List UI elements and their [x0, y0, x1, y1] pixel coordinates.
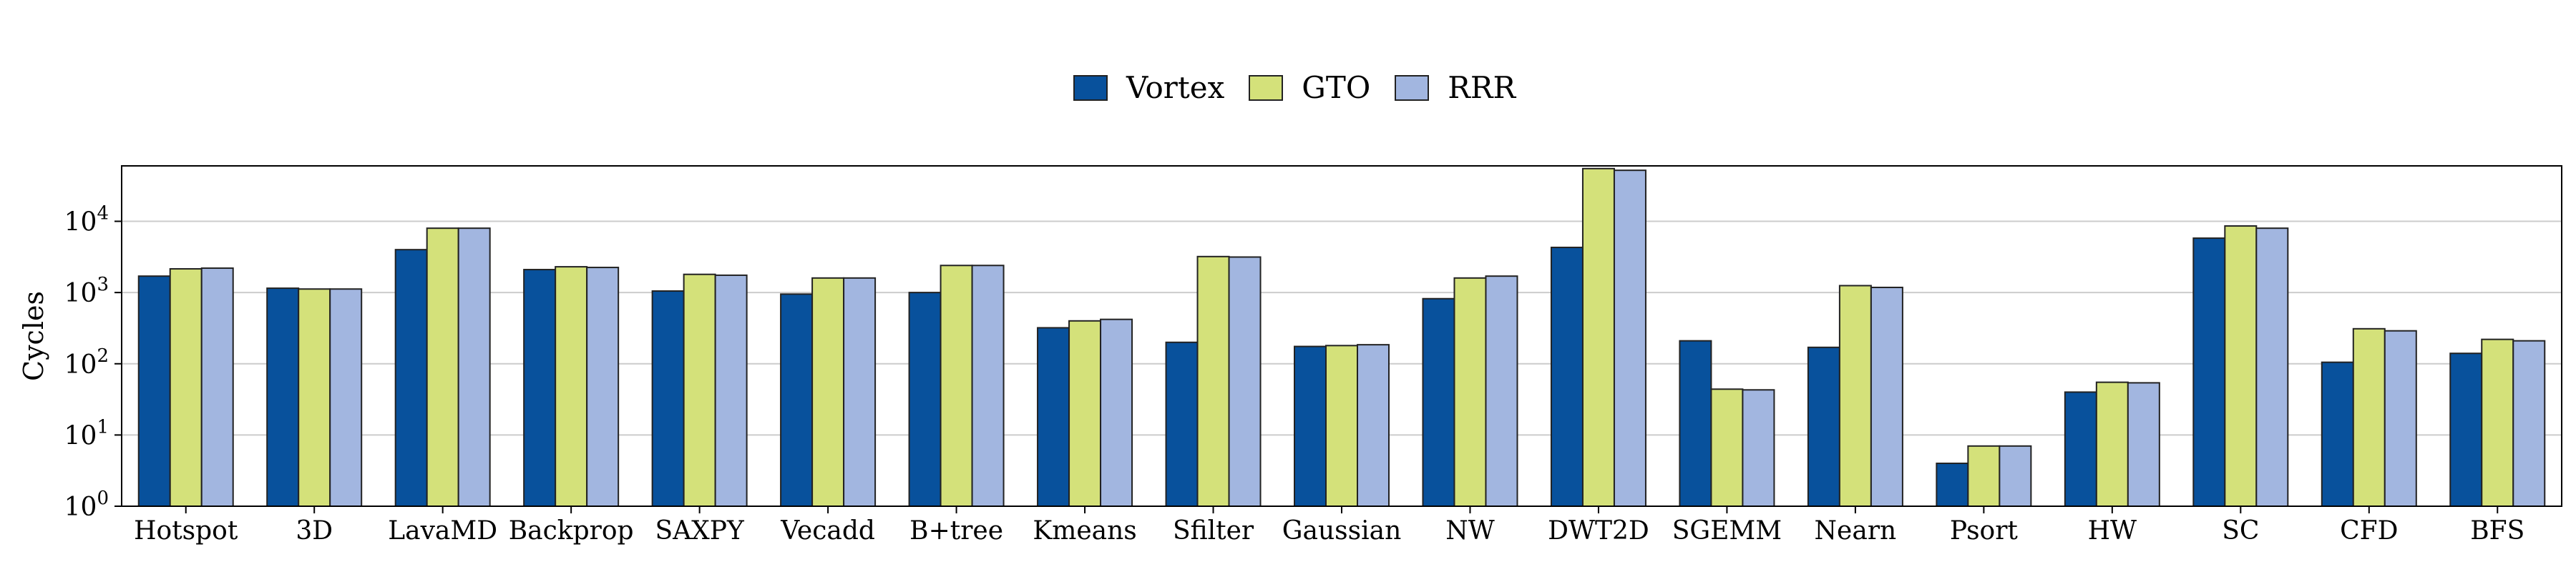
bar-vortex-nearn — [1807, 346, 1840, 507]
bar-gto-hw — [2095, 381, 2129, 508]
y-tick-label: 104 — [64, 203, 109, 237]
x-tick-label: Backprop — [509, 516, 634, 546]
bar-rrr-kmeans — [1100, 318, 1133, 507]
x-tick-label: Gaussian — [1282, 516, 1402, 546]
bar-gto-gaussian — [1325, 345, 1358, 507]
bar-gto-sc — [2224, 225, 2258, 507]
bar-rrr-saxpy — [714, 274, 748, 507]
x-tick-label: Vecadd — [780, 516, 875, 546]
bar-vortex-lavamd — [394, 249, 428, 507]
bar-gto-nw — [1453, 277, 1487, 507]
bar-vortex-sgemm — [1679, 340, 1712, 508]
legend-swatch-vortex — [1073, 74, 1108, 101]
bar-rrr-cfd — [2384, 330, 2417, 507]
bar-vortex-sfilter — [1165, 341, 1199, 507]
legend-swatch-rrr — [1395, 74, 1430, 101]
bar-vortex-cfd — [2321, 361, 2354, 507]
x-tick-label: Nearn — [1815, 516, 1897, 546]
x-axis-ticks: Hotspot 3D LavaMD Backprop SAXPY Vecadd B+tree… — [134, 506, 2524, 546]
y-tick-label: 101 — [64, 416, 109, 450]
bar-gto-kmeans — [1068, 320, 1102, 507]
x-tick-label: CFD — [2340, 516, 2398, 546]
legend-label-vortex: Vortex — [1126, 70, 1225, 105]
legend: Vortex GTO RRR — [1073, 70, 1516, 105]
bar-rrr-sc — [2255, 227, 2289, 507]
x-tick-label: SGEMM — [1672, 516, 1782, 546]
bar-rrr-nearn — [1870, 286, 1903, 507]
bar-vortex-saxpy — [651, 290, 685, 507]
x-tick-label: Psort — [1950, 516, 2019, 546]
bar-gto-3d — [298, 288, 331, 507]
y-tick-label: 100 — [64, 488, 109, 522]
bars — [137, 167, 2546, 508]
bar-gto-bfs — [2481, 338, 2514, 508]
bar-vortex-3d — [266, 287, 300, 507]
x-tick-label: Hotspot — [134, 516, 238, 546]
legend-item-rrr: RRR — [1395, 70, 1516, 105]
bar-vortex-btree — [908, 292, 942, 507]
y-axis-label: Cycles — [18, 291, 49, 381]
bar-gto-lavamd — [426, 227, 459, 507]
bar-vortex-backprop — [523, 269, 557, 507]
y-tick-label: 103 — [64, 274, 109, 308]
bar-vortex-bfs — [2449, 352, 2483, 507]
bar-vortex-hw — [2064, 391, 2097, 507]
bar-vortex-nw — [1422, 297, 1455, 507]
legend-swatch-gto — [1249, 74, 1284, 101]
bar-gto-btree — [940, 265, 973, 507]
y-tick-label: 102 — [64, 345, 109, 380]
bar-gto-vecadd — [811, 277, 845, 507]
bar-rrr-3d — [329, 288, 363, 507]
x-tick-label: LavaMD — [388, 516, 497, 546]
bar-rrr-nw — [1485, 275, 1518, 507]
bar-vortex-hotspot — [137, 275, 171, 507]
bar-rrr-backprop — [586, 267, 620, 507]
bar-gto-sfilter — [1196, 255, 1230, 507]
legend-item-gto: GTO — [1249, 70, 1370, 105]
bar-rrr-sgemm — [1742, 389, 1775, 507]
bar-vortex-kmeans — [1037, 327, 1070, 507]
bar-rrr-lavamd — [457, 227, 491, 507]
x-tick-label: BFS — [2470, 516, 2524, 546]
x-tick-label: DWT2D — [1548, 516, 1649, 546]
bar-rrr-hw — [2127, 382, 2160, 507]
x-tick-label: SAXPY — [655, 516, 745, 546]
legend-label-gto: GTO — [1302, 70, 1371, 105]
bar-gto-saxpy — [683, 273, 716, 507]
bar-rrr-bfs — [2512, 340, 2546, 508]
bar-rrr-gaussian — [1357, 344, 1390, 507]
bar-gto-backprop — [555, 266, 588, 507]
bar-rrr-dwt2d — [1613, 169, 1646, 507]
y-axis-ticks: 100 101 102 103 104 — [64, 203, 122, 522]
x-tick-label: NW — [1445, 516, 1495, 546]
bar-rrr-psort — [1999, 445, 2032, 507]
bar-rrr-sfilter — [1228, 256, 1262, 507]
bar-gto-nearn — [1838, 285, 1872, 507]
bar-vortex-dwt2d — [1550, 247, 1584, 507]
bar-rrr-btree — [971, 265, 1005, 507]
bar-rrr-hotspot — [200, 267, 234, 507]
bar-gto-dwt2d — [1581, 167, 1615, 507]
bar-gto-psort — [1967, 445, 2001, 507]
x-tick-label: HW — [2088, 516, 2137, 546]
legend-label-rrr: RRR — [1448, 70, 1516, 105]
x-tick-label: B+tree — [909, 516, 1003, 546]
legend-item-vortex: Vortex — [1073, 70, 1224, 105]
bar-gto-cfd — [2352, 327, 2386, 507]
bar-rrr-vecadd — [843, 277, 877, 507]
bar-vortex-sc — [2192, 237, 2226, 507]
bar-gto-hotspot — [169, 268, 203, 507]
bar-gto-sgemm — [1710, 388, 1744, 507]
bar-vortex-gaussian — [1294, 345, 1327, 507]
x-tick-label: 3D — [296, 516, 333, 546]
x-tick-label: SC — [2222, 516, 2259, 546]
bar-vortex-vecadd — [780, 293, 814, 507]
x-tick-label: Kmeans — [1033, 516, 1136, 546]
bar-vortex-psort — [1936, 463, 1969, 507]
x-tick-label: Sfilter — [1173, 516, 1254, 546]
